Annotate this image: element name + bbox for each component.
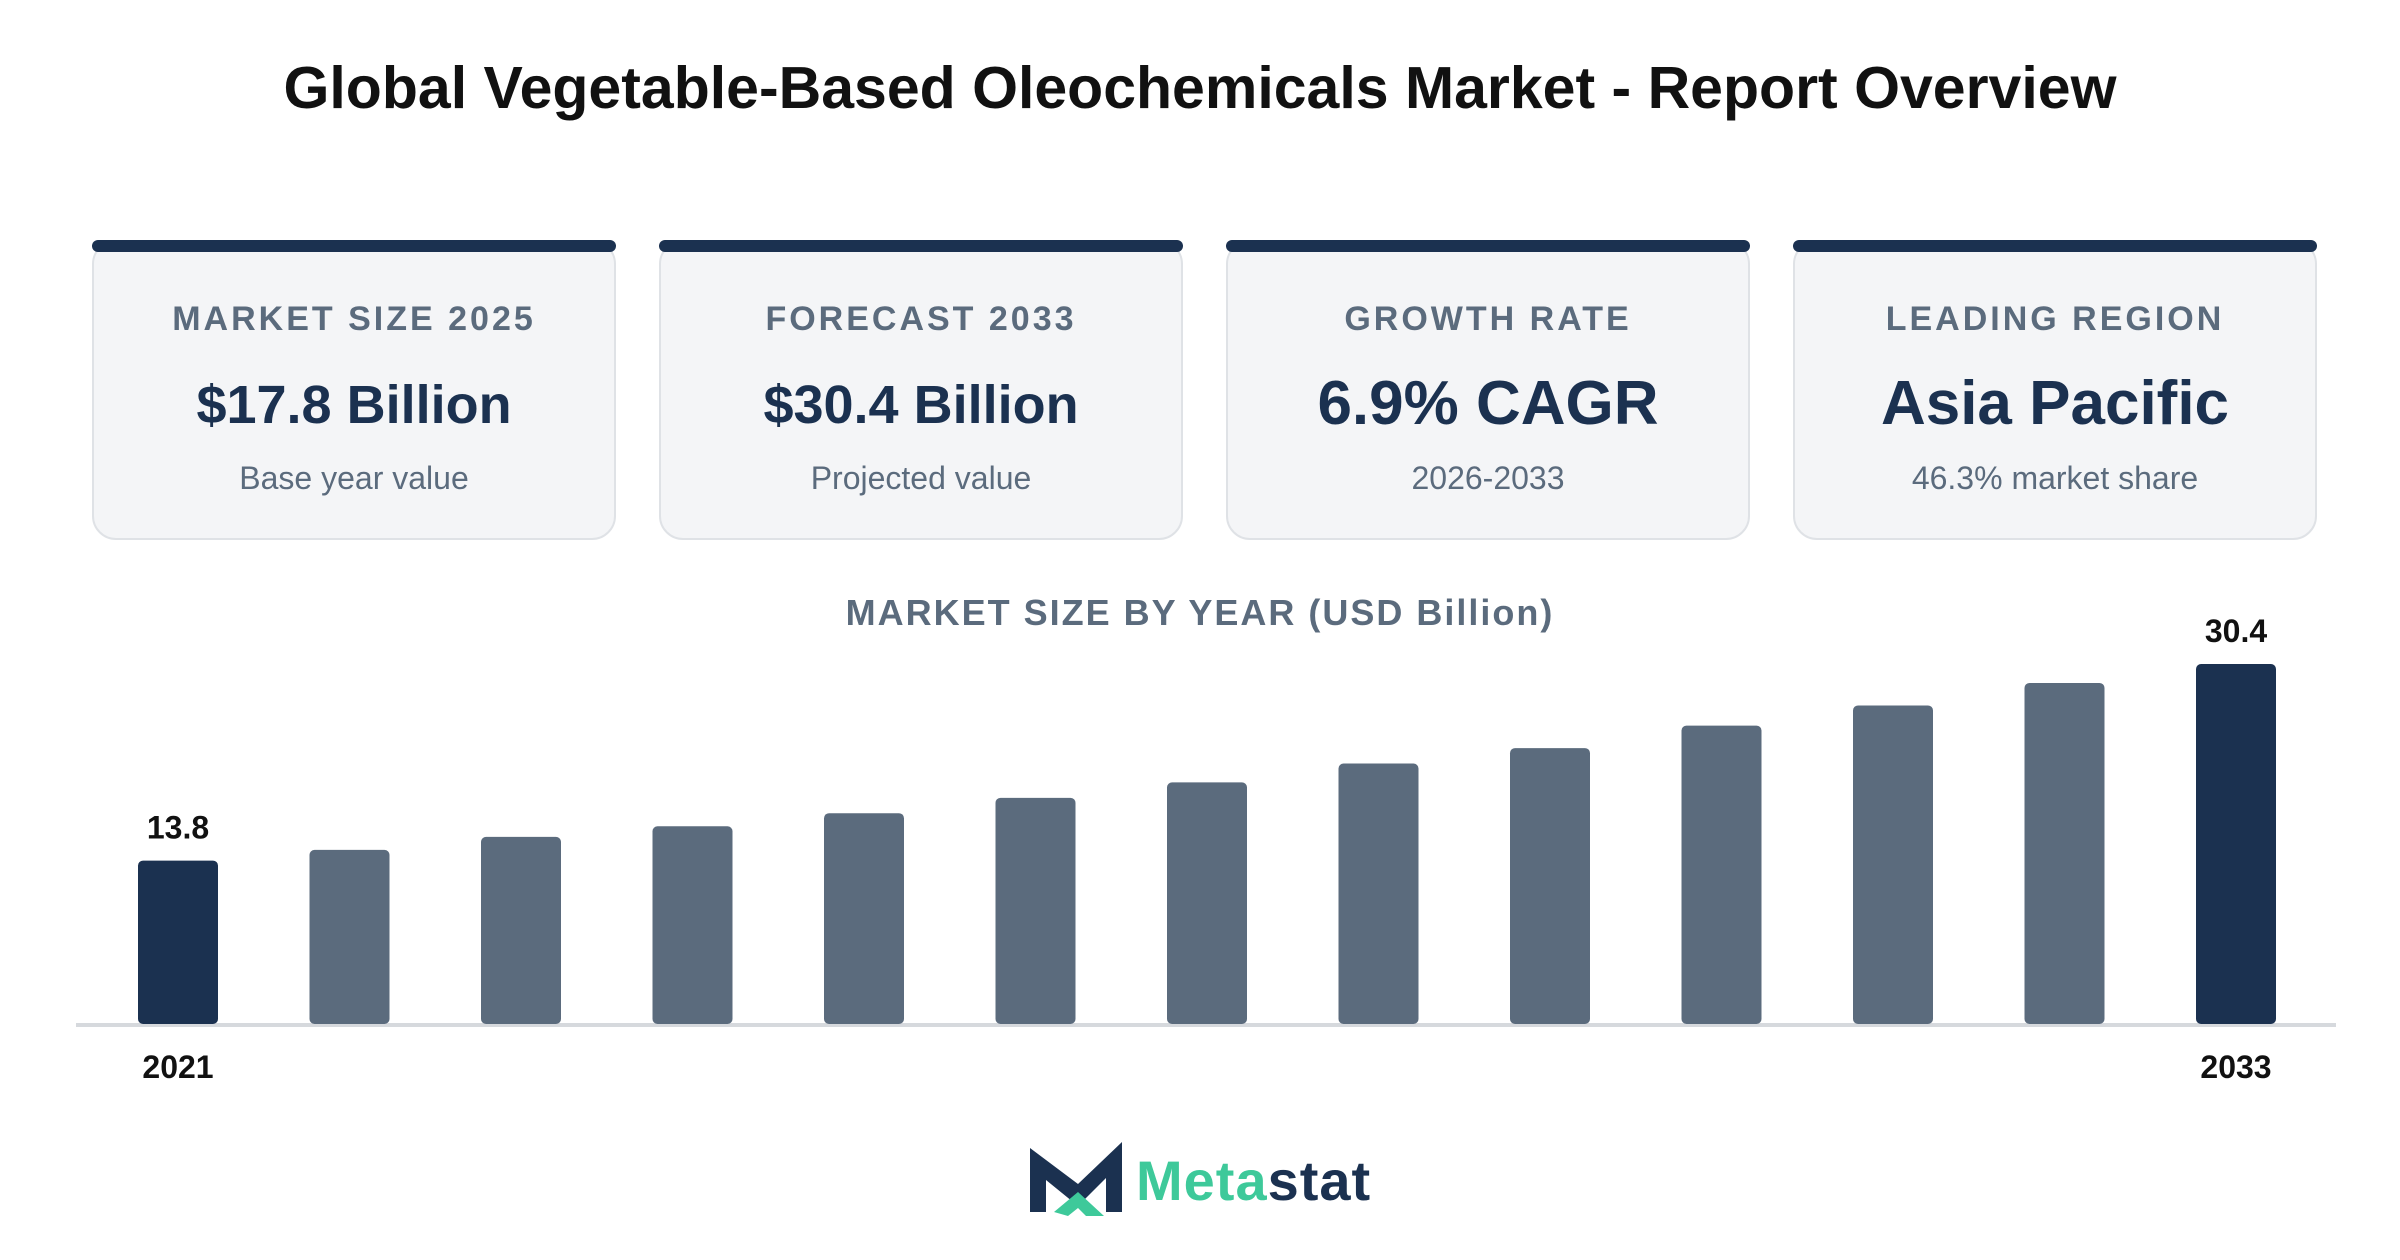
chart-title: MARKET SIZE BY YEAR (USD Billion): [845, 592, 1555, 633]
x-tick-label-2021: 2021: [142, 1049, 213, 1085]
metastat-wordmark: Metastat: [1136, 1149, 1372, 1212]
card-label: FORECAST 2033: [765, 300, 1077, 338]
bar-2022: [309, 849, 390, 1024]
card-accent-bar: [1226, 240, 1750, 252]
metastat-logo: Metastat: [1026, 1140, 1396, 1220]
bar-2025: [824, 813, 904, 1024]
forecast-card: FORECAST 2033 $30.4 Billion Projected va…: [659, 240, 1183, 540]
card-subtext: Projected value: [810, 460, 1032, 496]
card-accent-bar: [92, 240, 616, 252]
card-subtext: 2026-2033: [1411, 460, 1565, 496]
card-accent-bar: [1793, 240, 2317, 252]
bar-2027: [1167, 782, 1247, 1024]
bar-2026: [995, 797, 1076, 1024]
bar-2029: [1510, 748, 1590, 1024]
bar-2031: [1853, 705, 1933, 1024]
growth-rate-card: GROWTH RATE 6.9% CAGR 2026-2033: [1226, 240, 1750, 540]
card-label: MARKET SIZE 2025: [172, 300, 536, 338]
bar-2032: [2024, 682, 2105, 1024]
bar-2033: [2196, 664, 2276, 1024]
card-label: LEADING REGION: [1885, 300, 2225, 338]
x-tick-label-2033: 2033: [2200, 1049, 2271, 1085]
card-value: 6.9% CAGR: [1317, 369, 1659, 438]
value-label-2021: 13.8: [147, 810, 209, 846]
value-label-2033: 30.4: [2205, 613, 2267, 649]
leading-region-card: LEADING REGION Asia Pacific 46.3% market…: [1793, 240, 2317, 540]
card-value: $17.8 Billion: [196, 375, 512, 435]
card-subtext: Base year value: [239, 460, 469, 496]
bar-2028: [1338, 763, 1419, 1024]
card-label: GROWTH RATE: [1344, 300, 1632, 338]
market-size-card: MARKET SIZE 2025 $17.8 Billion Base year…: [92, 240, 616, 540]
bar-2030: [1681, 725, 1762, 1024]
metastat-logo-icon: [1030, 1142, 1122, 1216]
card-value: $30.4 Billion: [763, 375, 1079, 435]
card-subtext: 46.3% market share: [1911, 460, 2199, 496]
bar-2023: [481, 836, 561, 1024]
page-title: Global Vegetable-Based Oleochemicals Mar…: [283, 55, 2117, 121]
card-accent-bar: [659, 240, 1183, 252]
card-value: Asia Pacific: [1880, 369, 2230, 438]
bar-2024: [652, 826, 733, 1024]
bar-2021: [138, 860, 218, 1024]
